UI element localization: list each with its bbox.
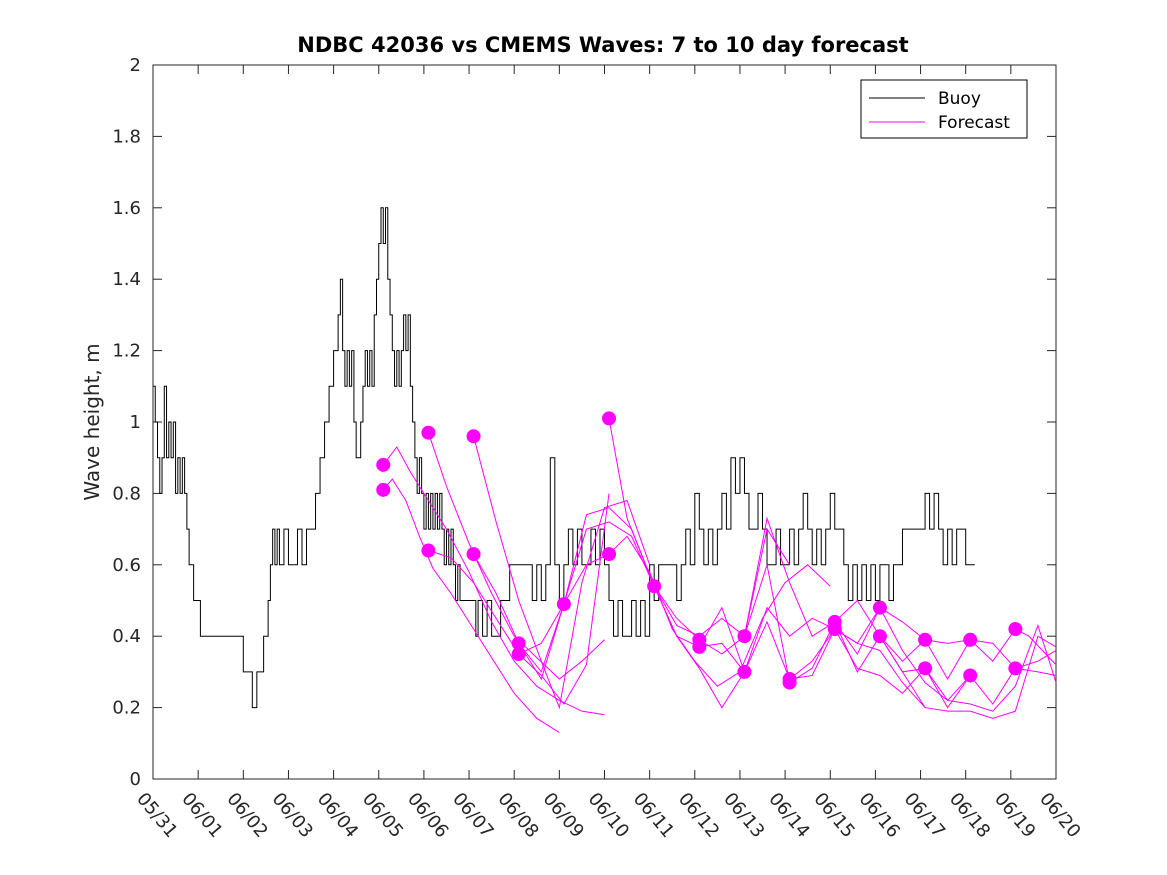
forecast-marker [692, 639, 707, 654]
buoy-series-line [153, 207, 975, 709]
forecast-marker [511, 647, 526, 662]
forecast-series-line [473, 436, 651, 710]
forecast-marker [827, 622, 842, 637]
forecast-series-line [427, 432, 605, 680]
forecast-series-line [834, 606, 1057, 712]
forecast-marker [782, 675, 797, 690]
y-tick-label: 0 [130, 769, 141, 790]
forecast-marker [421, 425, 436, 440]
y-tick-label: 1.6 [112, 198, 141, 219]
forecast-marker [1008, 661, 1023, 676]
forecast-marker [872, 600, 887, 615]
forecast-marker [737, 629, 752, 644]
forecast-marker [466, 547, 481, 562]
y-tick-label: 1.2 [112, 341, 141, 362]
y-tick-label: 0.4 [112, 626, 141, 647]
forecast-marker [466, 429, 481, 444]
y-tick-label: 1.4 [112, 269, 141, 290]
forecast-marker [376, 482, 391, 497]
forecast-marker [511, 636, 526, 651]
legend-forecast-label: Forecast [938, 113, 1010, 133]
forecast-marker [737, 664, 752, 679]
legend: Buoy Forecast [860, 79, 1028, 139]
forecast-marker [602, 411, 617, 426]
forecast-series-line [653, 564, 971, 709]
forecast-series-line [698, 606, 1016, 674]
chart-title: NDBC 42036 vs CMEMS Waves: 7 to 10 day f… [297, 33, 908, 57]
y-axis-label: Wave height, m [80, 343, 104, 500]
forecast-marker [376, 457, 391, 472]
forecast-marker [918, 632, 933, 647]
forecast-marker [963, 668, 978, 683]
forecast-marker [918, 661, 933, 676]
y-tick-label: 2 [130, 55, 141, 76]
forecast-marker [872, 629, 887, 644]
forecast-series-line [743, 516, 1057, 681]
y-tick-label: 1.8 [112, 126, 141, 147]
forecast-series-line [879, 635, 1057, 719]
y-tick-label: 0.6 [112, 555, 141, 576]
legend-buoy-label: Buoy [938, 89, 981, 109]
forecast-marker [421, 543, 436, 558]
forecast-series-line [1015, 628, 1057, 666]
y-tick-label: 1 [130, 412, 141, 433]
y-tick-label: 0.8 [112, 483, 141, 504]
forecast-marker [1008, 622, 1023, 637]
forecast-marker [647, 579, 662, 594]
forecast-marker [963, 632, 978, 647]
forecast-series-line [382, 478, 560, 734]
legend-box [860, 79, 1028, 139]
forecast-marker [556, 597, 571, 612]
forecast-series-line [518, 535, 831, 687]
forecast-series-line [382, 446, 605, 716]
y-tick-label: 0.2 [112, 698, 141, 719]
forecast-marker [602, 547, 617, 562]
